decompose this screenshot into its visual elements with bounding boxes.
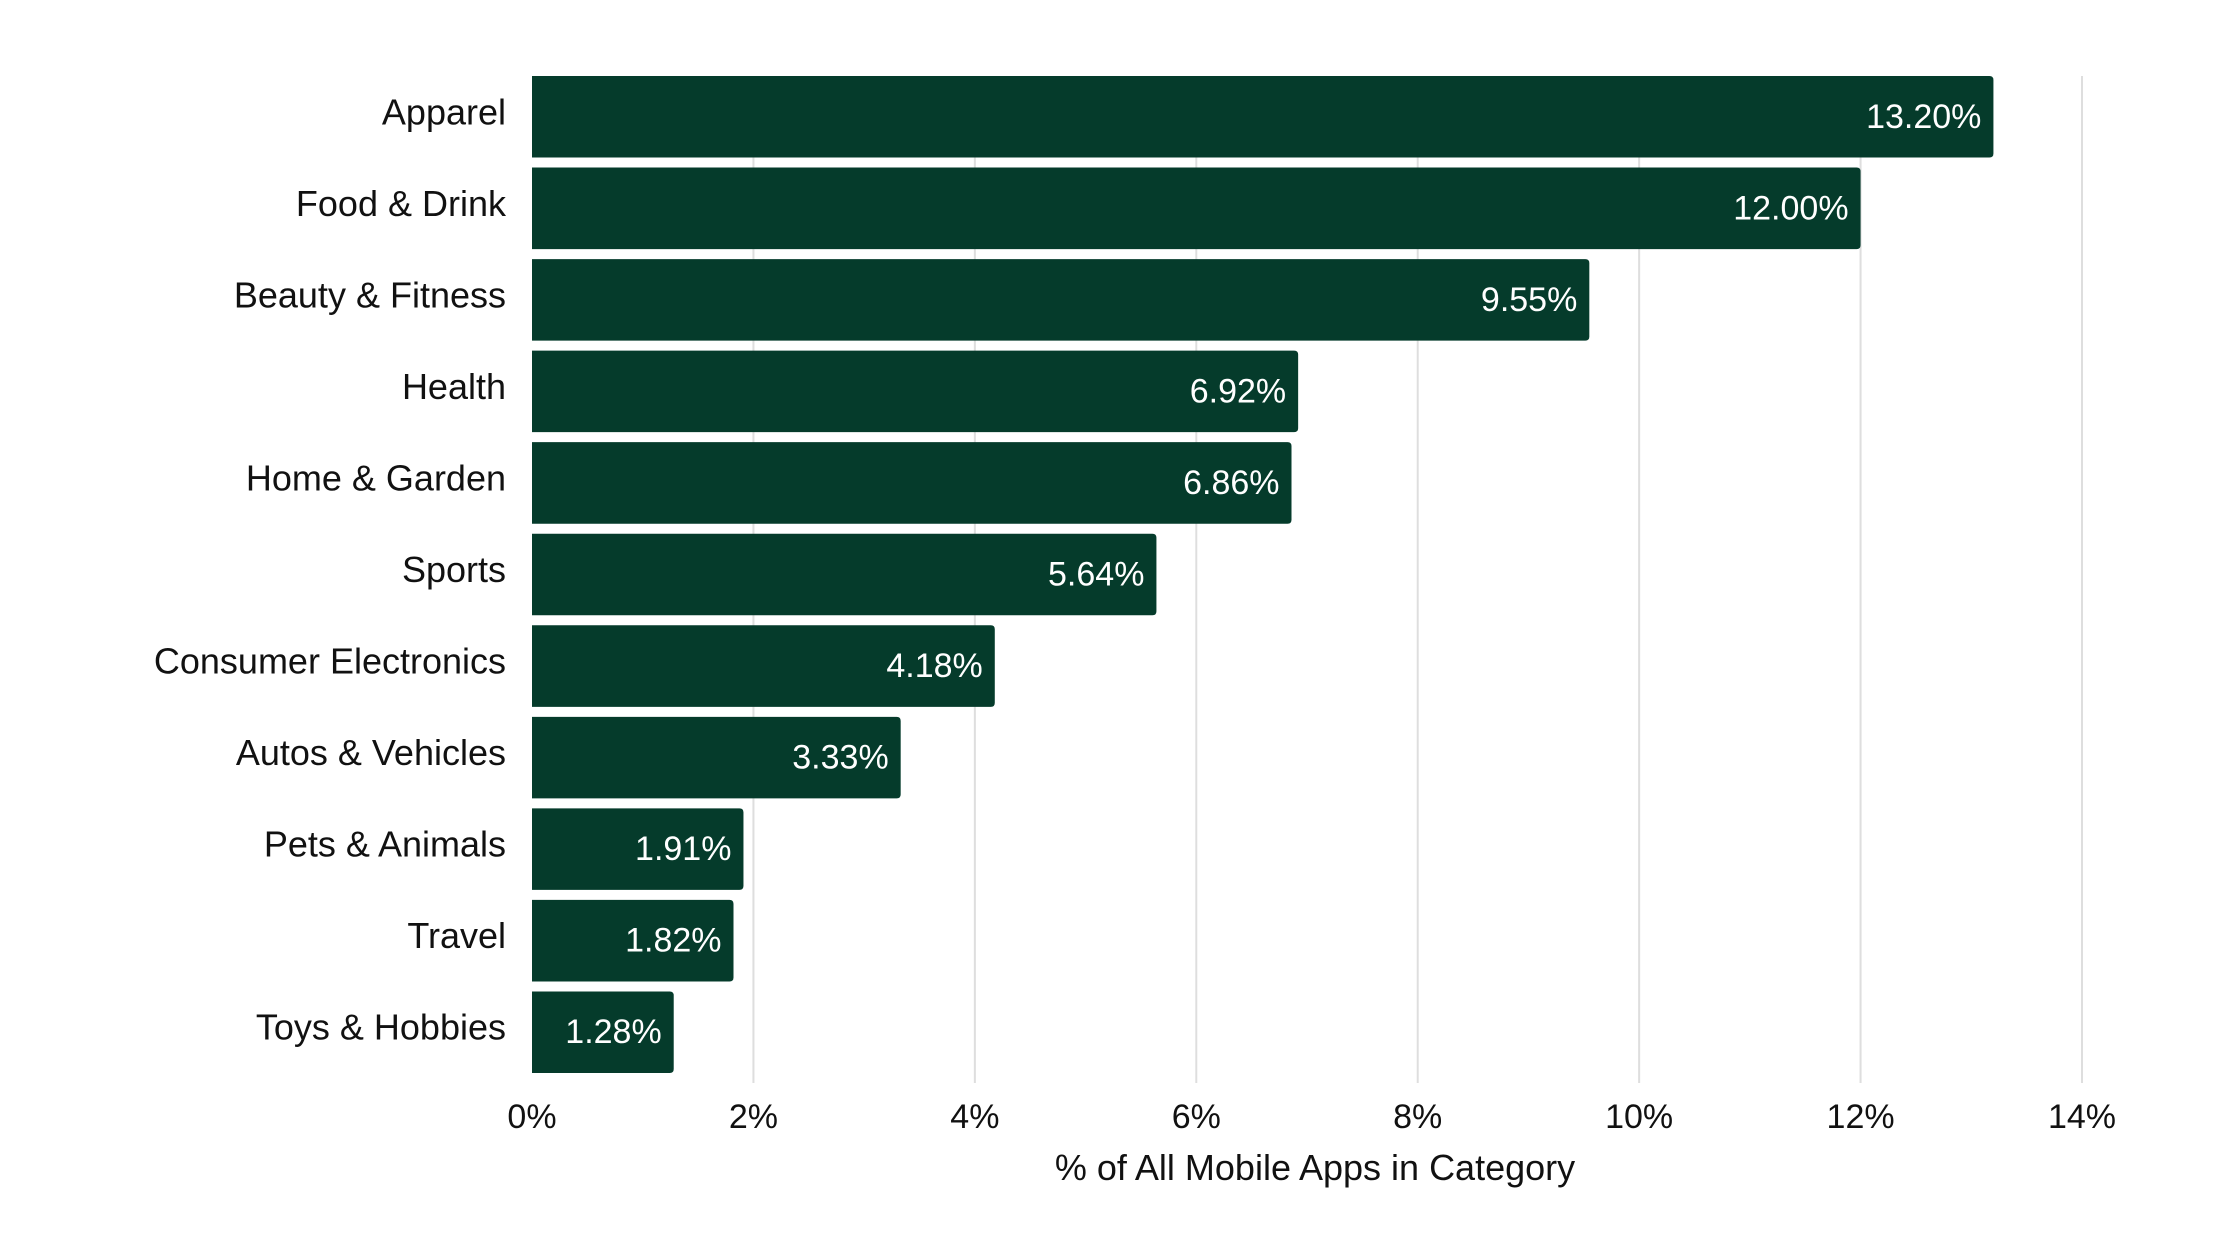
category-label: Beauty & Fitness bbox=[234, 274, 506, 315]
data-label: 13.20% bbox=[1866, 98, 1981, 136]
x-axis-title: % of All Mobile Apps in Category bbox=[1055, 1147, 1575, 1188]
bar bbox=[532, 716, 901, 799]
data-label: 1.28% bbox=[565, 1013, 661, 1051]
category-label: Food & Drink bbox=[296, 183, 507, 224]
category-label: Apparel bbox=[382, 91, 506, 132]
bar bbox=[532, 442, 1292, 524]
x-tick-label: 2% bbox=[729, 1098, 778, 1136]
bar bbox=[532, 259, 1590, 341]
bar bbox=[532, 625, 995, 707]
data-label: 6.92% bbox=[1190, 372, 1286, 410]
x-tick-label: 0% bbox=[507, 1098, 556, 1136]
bar bbox=[532, 808, 744, 890]
x-tick-label: 14% bbox=[2048, 1098, 2116, 1136]
category-label: Autos & Vehicles bbox=[236, 732, 506, 773]
data-label: 3.33% bbox=[792, 739, 888, 777]
x-tick-label: 12% bbox=[1827, 1098, 1895, 1136]
category-label: Travel bbox=[407, 915, 506, 956]
x-tick-label: 6% bbox=[1172, 1098, 1221, 1136]
data-label: 5.64% bbox=[1048, 555, 1144, 593]
category-label: Sports bbox=[402, 549, 506, 590]
category-label: Toys & Hobbies bbox=[256, 1007, 506, 1048]
bar bbox=[532, 533, 1157, 616]
x-tick-label: 8% bbox=[1393, 1098, 1442, 1136]
category-labels: Apparel Food & Drink Beauty & Fitness Healt… bbox=[154, 91, 507, 1047]
data-label: 1.91% bbox=[635, 830, 731, 868]
bar bbox=[532, 899, 734, 982]
bar bbox=[532, 991, 674, 1073]
category-label: Health bbox=[402, 366, 506, 407]
x-axis-tick-labels: 0% 2% 4% 6% 8% 10% 12% 14% bbox=[507, 1098, 2116, 1136]
bar bbox=[532, 167, 1861, 250]
category-label: Consumer Electronics bbox=[154, 641, 506, 682]
data-label: 4.18% bbox=[886, 647, 982, 685]
data-label: 1.82% bbox=[625, 922, 721, 960]
data-label: 12.00% bbox=[1733, 189, 1848, 227]
data-label: 6.86% bbox=[1183, 464, 1279, 502]
x-tick-label: 10% bbox=[1605, 1098, 1673, 1136]
x-tick-label: 4% bbox=[950, 1098, 999, 1136]
bar bbox=[532, 350, 1299, 433]
bars bbox=[532, 76, 1994, 1073]
data-labels: 13.20% 12.00% 9.55% 6.92% 6.86% 5.64% 4.18% 3.3… bbox=[565, 98, 1981, 1051]
data-label: 9.55% bbox=[1481, 281, 1577, 319]
category-label: Pets & Animals bbox=[264, 824, 506, 865]
category-label: Home & Garden bbox=[246, 457, 506, 498]
bar bbox=[532, 76, 1994, 158]
